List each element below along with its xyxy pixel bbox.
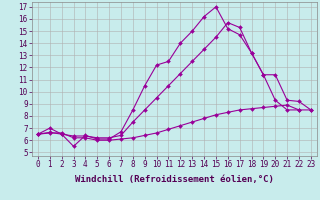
X-axis label: Windchill (Refroidissement éolien,°C): Windchill (Refroidissement éolien,°C) [75,175,274,184]
